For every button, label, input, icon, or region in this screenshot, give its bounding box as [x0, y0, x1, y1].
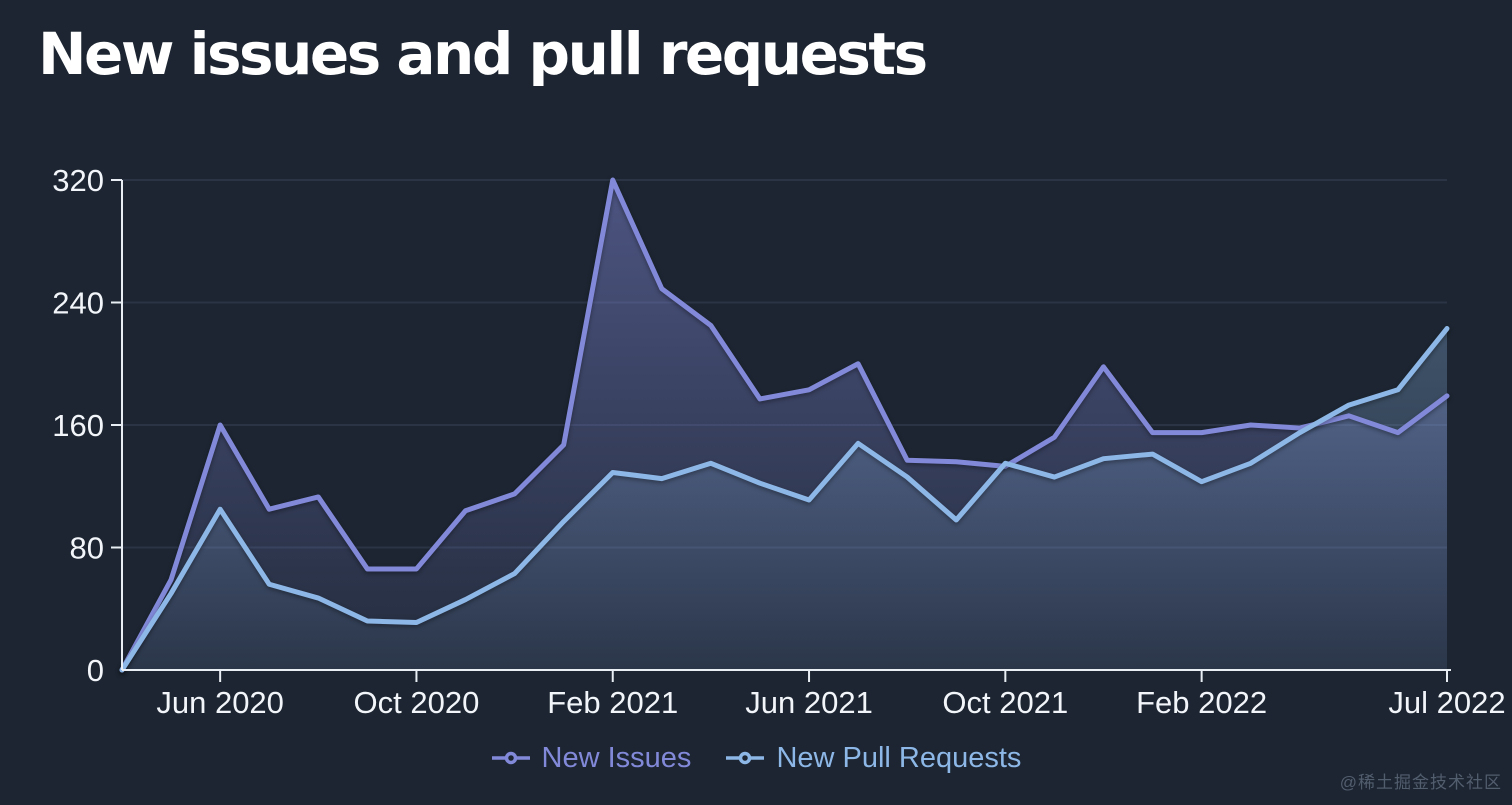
- y-axis-label: 160: [52, 408, 104, 443]
- x-axis-label: Jun 2020: [156, 685, 284, 720]
- line-circle-marker-icon: [491, 751, 530, 765]
- legend-label-new-pull-requests: New Pull Requests: [776, 741, 1022, 774]
- y-axis-label: 80: [70, 531, 104, 566]
- x-axis-label: Oct 2021: [942, 685, 1068, 720]
- x-axis-label: Jun 2021: [745, 685, 873, 720]
- legend-item-new-pull-requests[interactable]: New Pull Requests: [725, 742, 1021, 775]
- line-circle-marker-icon: [726, 751, 765, 765]
- x-axis-label: Oct 2020: [354, 685, 480, 720]
- line-new-issues[interactable]: [119, 177, 1450, 673]
- x-axis-label: Feb 2021: [547, 685, 678, 720]
- area-new-pull-requests: [122, 328, 1447, 670]
- x-axis-label: Feb 2022: [1136, 685, 1267, 720]
- y-axis-label: 320: [52, 163, 104, 198]
- x-axis-label: Jul 2022: [1388, 685, 1505, 720]
- chart-title: New issues and pull requests: [38, 20, 928, 88]
- legend-item-new-issues[interactable]: New Issues: [491, 741, 692, 775]
- watermark: @稀土掘金技术社区: [1339, 773, 1502, 792]
- y-axis-label: 240: [52, 286, 104, 321]
- line-new-pull-requests[interactable]: [119, 326, 1450, 673]
- legend-label-new-issues: New Issues: [541, 741, 692, 774]
- y-axis-label: 0: [87, 653, 104, 688]
- chart-legend: New Issues New Pull Requests: [0, 736, 1512, 780]
